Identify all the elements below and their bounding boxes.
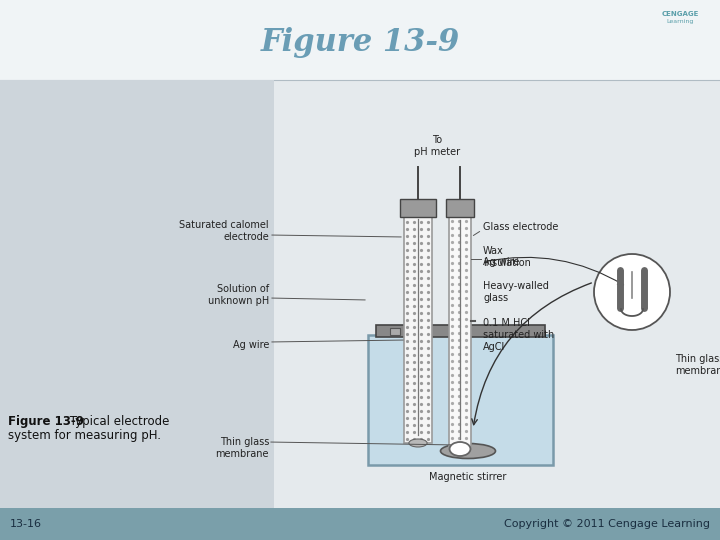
Bar: [404, 215, 432, 443]
Bar: [390, 328, 400, 335]
Bar: [0, 80, 720, 508]
Ellipse shape: [441, 443, 495, 458]
Text: Saturated calomel
electrode: Saturated calomel electrode: [179, 220, 269, 242]
Text: Ag wire: Ag wire: [483, 257, 519, 267]
Bar: [0, 80, 274, 508]
Bar: [449, 215, 471, 449]
Bar: [376, 325, 545, 337]
Text: Typical electrode: Typical electrode: [66, 415, 169, 429]
Bar: [446, 199, 474, 217]
Text: Ag wire: Ag wire: [233, 340, 269, 350]
Bar: [400, 199, 436, 217]
Text: 0.1 M HCl
saturated with
AgCl: 0.1 M HCl saturated with AgCl: [483, 319, 554, 352]
Ellipse shape: [449, 442, 470, 456]
Text: Figure 13-9: Figure 13-9: [261, 26, 459, 57]
Bar: [0, 508, 720, 540]
Text: To
pH meter: To pH meter: [414, 136, 460, 157]
Ellipse shape: [409, 439, 427, 447]
Bar: [368, 335, 553, 465]
Text: CENGAGE: CENGAGE: [661, 11, 698, 17]
Text: Wax
insulation: Wax insulation: [483, 246, 531, 268]
Text: Thin glass
membrane: Thin glass membrane: [215, 437, 269, 459]
Text: 13-16: 13-16: [10, 519, 42, 529]
Circle shape: [594, 254, 670, 330]
Text: Learning: Learning: [666, 18, 693, 24]
Text: system for measuring pH.: system for measuring pH.: [8, 429, 161, 442]
Text: Heavy-walled
glass: Heavy-walled glass: [483, 281, 549, 303]
Bar: [0, 0, 720, 80]
Text: Thin glass
membrane: Thin glass membrane: [675, 354, 720, 376]
Text: Glass electrode: Glass electrode: [483, 222, 559, 232]
Text: Copyright © 2011 Cengage Learning: Copyright © 2011 Cengage Learning: [504, 519, 710, 529]
Text: Magnetic stirrer: Magnetic stirrer: [429, 472, 507, 482]
Text: Figure 13-9: Figure 13-9: [8, 415, 84, 429]
Text: Solution of
unknown pH: Solution of unknown pH: [208, 284, 269, 306]
